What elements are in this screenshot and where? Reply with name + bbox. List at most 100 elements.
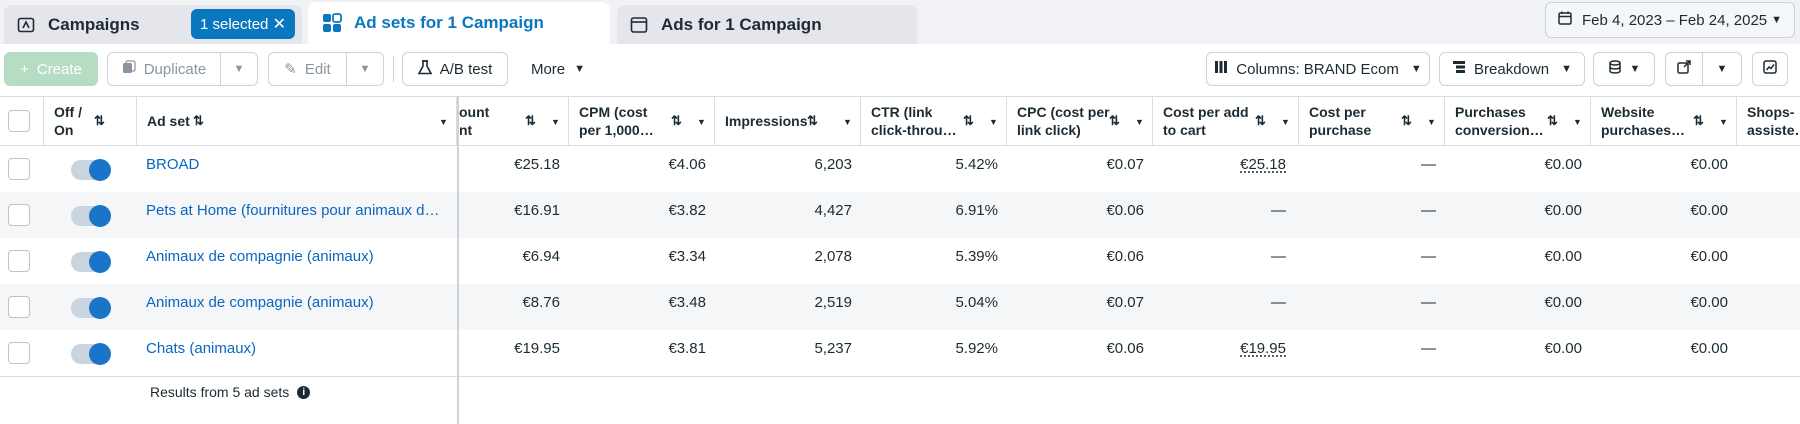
header-off-on-label: Off / On (54, 104, 82, 138)
cpc-cell: €0.06 (1106, 340, 1144, 357)
sort-icon[interactable]: ⇅ (193, 113, 204, 128)
table-row[interactable]: Animaux de compagnie (animaux) €8.76 €3.48… (0, 284, 1800, 330)
reports-button[interactable]: ▼ (1593, 52, 1655, 86)
sort-icon[interactable]: ⇅ (1693, 113, 1704, 128)
chevron-down-icon: ▼ (1771, 14, 1782, 26)
header-amount-spent[interactable]: ount nt ⇅ ▼ (459, 97, 569, 145)
sort-icon[interactable]: ⇅ (807, 113, 818, 128)
row-toggle[interactable] (71, 251, 111, 273)
sort-icon[interactable]: ⇅ (963, 113, 974, 128)
chevron-down-icon: ▼ (233, 63, 245, 75)
cost-add-to-cart-cell: €19.95 (1240, 340, 1286, 357)
ad-set-name-link[interactable]: Pets at Home (fournitures pour animaux d… (146, 202, 446, 219)
create-button[interactable]: + Create (4, 52, 98, 86)
toggle-knob (89, 159, 111, 181)
sort-icon[interactable]: ⇅ (525, 113, 536, 128)
table-row[interactable]: Chats (animaux) €19.95 €3.81 5,237 5.92% €0.0… (0, 330, 1800, 376)
charts-button[interactable] (1752, 52, 1788, 86)
ad-set-name-link[interactable]: Animaux de compagnie (animaux) (146, 294, 374, 311)
chevron-down-icon[interactable]: ▼ (551, 117, 560, 127)
sort-icon[interactable]: ⇅ (1255, 113, 1266, 128)
ctr-cell: 5.92% (955, 340, 998, 357)
cost-per-purchase-cell: — (1421, 202, 1436, 219)
tab-ads[interactable]: Ads for 1 Campaign (617, 5, 917, 44)
cost-per-purchase-cell: — (1421, 340, 1436, 357)
export-dropdown[interactable]: ▼ (1702, 52, 1742, 86)
date-range-button[interactable]: Feb 4, 2023 – Feb 24, 2025 ▼ (1545, 2, 1795, 38)
table-row[interactable]: BROAD €25.18 €4.06 6,203 5.42% €0.07 €25.18 — €0… (0, 146, 1800, 192)
ctr-cell: 5.04% (955, 294, 998, 311)
breakdown-icon (1452, 60, 1466, 78)
header-purchases-conversion[interactable]: Purchases conversion… ⇅ ▼ (1445, 97, 1591, 145)
export-button[interactable] (1665, 52, 1703, 86)
columns-button[interactable]: Columns: BRAND Ecom ▼ (1206, 52, 1430, 86)
ad-set-name-link[interactable]: BROAD (146, 156, 200, 173)
header-website-purchases-label: Website purchases… (1601, 104, 1686, 138)
header-ctr[interactable]: CTR (link click-throu… ⇅ ▼ (861, 97, 1007, 145)
header-impressions[interactable]: Impressions ⇅ ▼ (715, 97, 861, 145)
row-checkbox[interactable] (8, 250, 30, 272)
impressions-cell: 4,427 (814, 202, 852, 219)
chevron-down-icon[interactable]: ▼ (1427, 117, 1436, 127)
header-website-purchases[interactable]: Website purchases… ⇅ ▼ (1591, 97, 1737, 145)
header-off-on[interactable]: Off / On ⇅ (44, 97, 137, 145)
pencil-icon: ✎ (284, 61, 297, 78)
header-ad-set[interactable]: Ad set ⇅ ▼ (137, 97, 457, 145)
header-cpc[interactable]: CPC (cost per link click) ⇅ ▼ (1007, 97, 1153, 145)
chevron-down-icon[interactable]: ▼ (1719, 117, 1728, 127)
ad-set-name-link[interactable]: Animaux de compagnie (animaux) (146, 248, 374, 265)
chevron-down-icon[interactable]: ▼ (1281, 117, 1290, 127)
frozen-column-divider[interactable] (457, 96, 459, 424)
chevron-down-icon[interactable]: ▼ (1573, 117, 1582, 127)
sort-icon[interactable]: ⇅ (94, 113, 105, 128)
sort-icon[interactable]: ⇅ (671, 113, 682, 128)
close-icon[interactable]: ✕ (272, 16, 286, 33)
tab-adsets[interactable]: Ad sets for 1 Campaign (308, 2, 610, 44)
more-button[interactable]: More ▼ (520, 52, 596, 86)
ab-test-button[interactable]: A/B test (402, 52, 508, 86)
ad-set-name-link[interactable]: Chats (animaux) (146, 340, 257, 357)
duplicate-dropdown[interactable]: ▼ (220, 52, 258, 86)
chevron-down-icon[interactable]: ▼ (1135, 117, 1144, 127)
cpm-cell: €3.81 (668, 340, 706, 357)
tab-campaigns[interactable]: Campaigns 1 selected ✕ (4, 5, 302, 44)
row-checkbox[interactable] (8, 296, 30, 318)
row-checkbox[interactable] (8, 342, 30, 364)
sort-icon[interactable]: ⇅ (1401, 113, 1412, 128)
ad-window-icon (629, 15, 649, 35)
header-cost-add-to-cart[interactable]: Cost per add to cart ⇅ ▼ (1153, 97, 1299, 145)
row-toggle[interactable] (71, 297, 111, 319)
select-all-checkbox[interactable] (8, 110, 30, 132)
columns-icon (1214, 60, 1228, 78)
chevron-down-icon[interactable]: ▼ (843, 117, 852, 127)
info-icon[interactable]: i (297, 385, 311, 399)
website-purchases-cell: €0.00 (1690, 340, 1728, 357)
row-toggle[interactable] (71, 205, 111, 227)
header-shops-assisted[interactable]: Shops-assiste… (1737, 97, 1800, 145)
duplicate-button[interactable]: Duplicate (107, 52, 221, 86)
calendar-icon (1558, 11, 1572, 29)
edit-dropdown[interactable]: ▼ (346, 52, 384, 86)
chevron-down-icon: ▼ (1629, 63, 1641, 75)
edit-button[interactable]: ✎ Edit (268, 52, 347, 86)
row-toggle[interactable] (71, 159, 111, 181)
results-summary: Results from 5 ad sets i (150, 384, 311, 400)
header-cost-per-purchase[interactable]: Cost per purchase ⇅ ▼ (1299, 97, 1445, 145)
chevron-down-icon[interactable]: ▼ (439, 117, 448, 127)
cpc-cell: €0.06 (1106, 202, 1144, 219)
ad-sets-table: Off / On ⇅ Ad set ⇅ ▼ ount nt ⇅ ▼ CPM (c… (0, 96, 1800, 424)
row-toggle[interactable] (71, 343, 111, 365)
row-checkbox[interactable] (8, 204, 30, 226)
chevron-down-icon[interactable]: ▼ (989, 117, 998, 127)
impressions-cell: 5,237 (814, 340, 852, 357)
selected-chip[interactable]: 1 selected ✕ (191, 9, 295, 39)
table-row[interactable]: Pets at Home (fournitures pour animaux d… (0, 192, 1800, 238)
cpm-cell: €3.48 (668, 294, 706, 311)
sort-icon[interactable]: ⇅ (1547, 113, 1558, 128)
chevron-down-icon[interactable]: ▼ (697, 117, 706, 127)
table-row[interactable]: Animaux de compagnie (animaux) €6.94 €3.34… (0, 238, 1800, 284)
row-checkbox[interactable] (8, 158, 30, 180)
header-cpm[interactable]: CPM (cost per 1,000… ⇅ ▼ (569, 97, 715, 145)
breakdown-button[interactable]: Breakdown ▼ (1439, 52, 1585, 86)
sort-icon[interactable]: ⇅ (1109, 113, 1120, 128)
